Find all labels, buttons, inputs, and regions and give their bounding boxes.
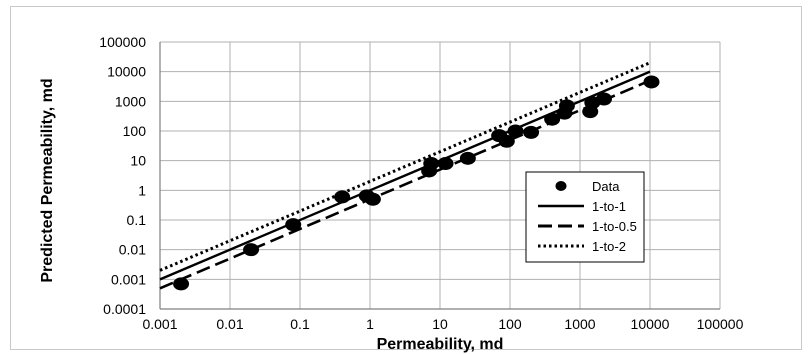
x-tick-label: 100000	[697, 316, 744, 332]
y-tick-label: 100000	[99, 34, 146, 50]
data-point	[423, 157, 440, 171]
legend-label-data: Data	[592, 179, 620, 194]
legend: Data 1-to-1 1-to-0.5 1-to-2	[525, 171, 645, 263]
line-1-to-2	[159, 61, 651, 272]
data-point	[643, 75, 660, 89]
y-tick-label: 10	[130, 153, 146, 169]
data-point	[243, 243, 260, 257]
y-tick-label: 10000	[107, 64, 146, 80]
y-tick-label: 1000	[115, 93, 146, 109]
data-point	[173, 277, 190, 291]
data-point	[507, 124, 524, 138]
legend-swatch-data	[555, 181, 567, 191]
legend-box	[525, 171, 645, 263]
x-tick-label: 0.1	[290, 316, 310, 332]
x-tick-label: 10000	[631, 316, 670, 332]
x-axis-title: Permeability, md	[377, 336, 504, 353]
data-point	[334, 190, 351, 204]
data-point	[523, 125, 540, 139]
x-tick-label: 10	[432, 316, 448, 332]
x-tick-label: 100	[498, 316, 522, 332]
x-tick-label: 0.01	[216, 316, 243, 332]
data-point	[595, 92, 612, 106]
y-tick-label: 0.0001	[103, 301, 146, 317]
data-point	[437, 157, 454, 171]
grid	[159, 41, 721, 310]
data-point	[544, 112, 561, 126]
y-tick-label: 1	[138, 182, 146, 198]
data-point	[498, 134, 515, 148]
legend-label-1-to-2: 1-to-2	[592, 239, 626, 254]
data-point	[364, 192, 381, 206]
data-point	[459, 151, 476, 165]
tick-labels: 0.001 0.01 0.1 1 10 100 1000 10000 100000 100000 1…	[99, 34, 743, 332]
legend-label-1-to-0-5: 1-to-0.5	[592, 219, 637, 234]
y-axis-title: Predicted Permeability, md	[39, 78, 56, 282]
chart-frame	[10, 6, 802, 350]
x-tick-label: 1000	[564, 316, 595, 332]
x-tick-label: 1	[366, 316, 374, 332]
data-point	[558, 99, 575, 113]
y-tick-label: 100	[123, 123, 147, 139]
y-tick-label: 0.01	[119, 242, 146, 258]
data-point	[285, 218, 302, 232]
legend-label-1-to-1: 1-to-1	[592, 199, 626, 214]
data-points	[173, 75, 660, 291]
x-tick-label: 0.001	[142, 316, 177, 332]
y-tick-label: 0.001	[111, 271, 146, 287]
y-tick-label: 0.1	[127, 212, 147, 228]
